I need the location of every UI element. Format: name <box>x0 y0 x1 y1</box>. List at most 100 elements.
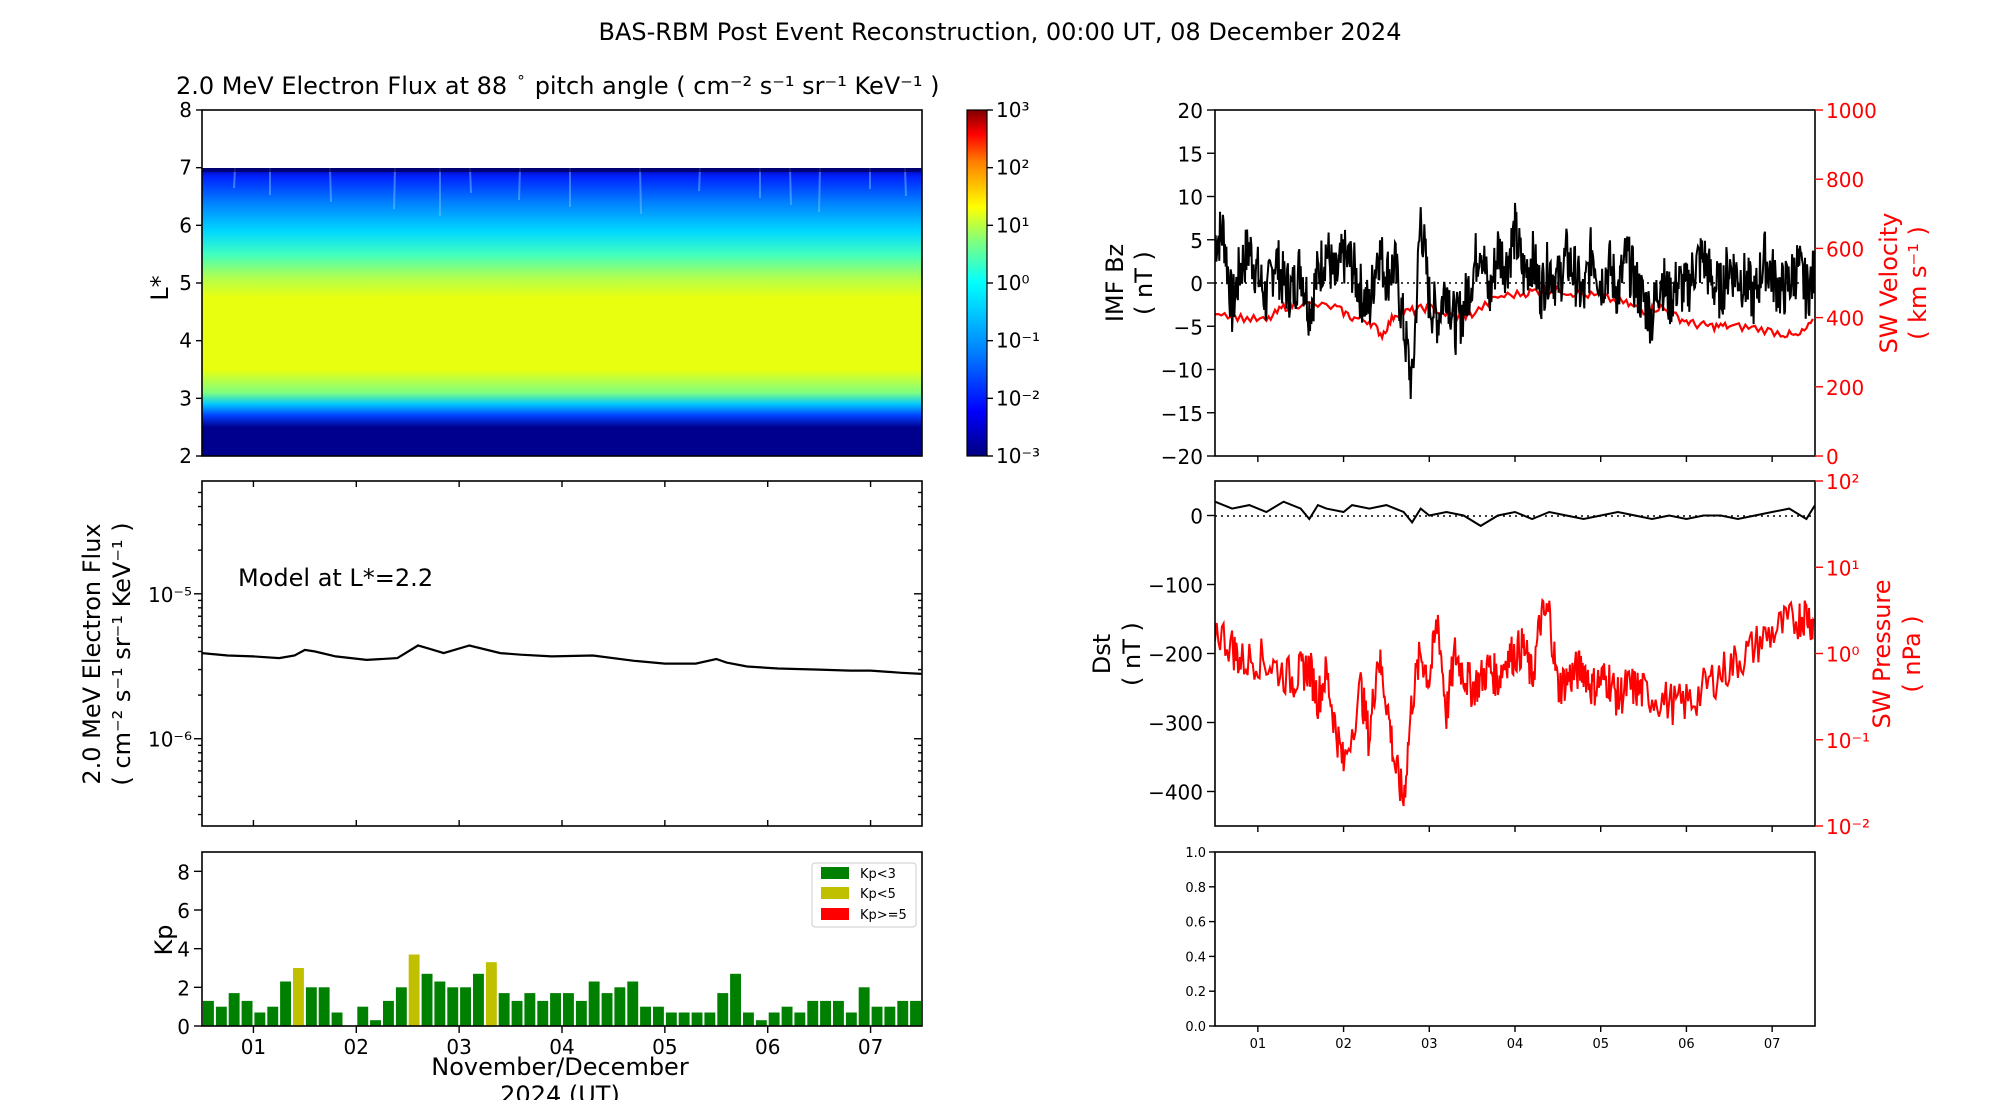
empty-panel: 0.0 0.2 0.4 0.6 0.8 1.0 01 02 03 04 05 06 07 <box>1185 846 1816 1052</box>
sw-velocity-ylabel-2: ( km s⁻¹ ) <box>1904 226 1932 340</box>
kp-ytick-label: 0 <box>177 1015 190 1039</box>
figure-title: BAS-RBM Post Event Reconstruction, 00:00… <box>599 18 1402 46</box>
heatmap-streak <box>393 167 396 210</box>
bz-ylabel-1: IMF Bz <box>1101 244 1129 322</box>
flux-ylabel-2: ( cm⁻² s⁻¹ sr⁻¹ KeV⁻¹ ) <box>108 522 136 785</box>
colorbar-tick-label: 10¹ <box>996 213 1029 237</box>
heatmap-streak <box>518 167 521 201</box>
kp-bar <box>254 1012 266 1026</box>
bz-ytick-label: 15 <box>1178 142 1203 166</box>
kp-bar <box>653 1006 664 1026</box>
imf-sw-panel: 20 15 10 5 0 −5 −10 −15 −20 1000 800 600 400 200 0 IMF… <box>1101 99 1932 469</box>
sw-velocity-ytick-label: 400 <box>1826 307 1864 331</box>
empty-xtick-label: 07 <box>1764 1037 1781 1052</box>
kp-xtick-label: 05 <box>652 1035 677 1059</box>
sw-pressure-ytick-label: 10⁻² <box>1826 815 1870 839</box>
kp-bar <box>434 981 446 1026</box>
empty-xtick-label: 04 <box>1507 1037 1524 1052</box>
colorbar-tick-label: 10³ <box>996 98 1029 122</box>
kp-bar <box>640 1006 651 1026</box>
kp-bar <box>820 1000 831 1026</box>
sw-velocity-ytick-label: 0 <box>1826 445 1839 469</box>
legend-swatch-mid <box>821 887 849 899</box>
kp-bar <box>550 993 561 1026</box>
kp-xlabel-2: 2024 (UT) <box>500 1081 620 1100</box>
kp-bar <box>755 1020 767 1026</box>
sw-pressure-ytick-label: 10¹ <box>1826 556 1859 580</box>
kp-bar <box>601 993 613 1026</box>
dst-line <box>1215 500 1815 528</box>
heatmap-streak <box>789 167 792 206</box>
kp-xlabel-1: November/December <box>431 1053 689 1081</box>
legend-label-mid: Kp<5 <box>860 887 896 902</box>
kp-bar <box>331 1012 343 1026</box>
bz-ytick-label: 5 <box>1190 229 1203 253</box>
heatmap-ylabel: L* <box>146 275 174 300</box>
kp-bar <box>447 987 459 1026</box>
heatmap-streak <box>904 167 907 197</box>
kp-bar <box>910 1000 921 1026</box>
heatmap-streak <box>818 167 821 213</box>
heatmap-ytick-label: 7 <box>179 156 192 180</box>
heatmap-ytick-label: 6 <box>179 213 192 237</box>
bz-ylabel-2: ( nT ) <box>1130 251 1158 315</box>
bz-ytick-label: −15 <box>1161 402 1203 426</box>
heatmap-flux-field <box>202 168 922 456</box>
sw-velocity-ytick-label: 600 <box>1826 237 1864 261</box>
kp-bar <box>665 1012 677 1026</box>
dst-ylabel-1: Dst <box>1088 634 1116 674</box>
colorbar-tick-label: 10² <box>996 156 1029 180</box>
kp-ylabel: Kp <box>150 925 178 956</box>
sw-velocity-ytick-label: 800 <box>1826 168 1864 192</box>
colorbar-tick-label: 10⁻¹ <box>996 329 1040 353</box>
imf-bz-line <box>1215 202 1815 400</box>
kp-bar <box>768 1012 780 1026</box>
kp-bar <box>730 973 741 1026</box>
kp-bar <box>228 993 240 1026</box>
legend-label-high: Kp>=5 <box>860 908 907 923</box>
kp-bar <box>807 1000 819 1026</box>
heatmap-ytick-label: 4 <box>179 329 192 353</box>
colorbar-tick-label: 10⁰ <box>996 271 1029 295</box>
legend-swatch-low <box>821 867 849 879</box>
sw-pressure-ylabel-1: SW Pressure <box>1868 579 1896 728</box>
empty-ytick-label: 0.6 <box>1185 916 1206 931</box>
flux-heatmap-panel: 2.0 MeV Electron Flux at 88 ° pitch angle … <box>146 72 1040 468</box>
heatmap-ytick-label: 2 <box>179 444 192 468</box>
empty-ytick-label: 0.0 <box>1185 1020 1206 1035</box>
kp-ytick-label: 8 <box>177 860 190 884</box>
dst-ytick-label: −400 <box>1148 781 1203 805</box>
empty-xtick-label: 02 <box>1335 1037 1352 1052</box>
legend-label-low: Kp<3 <box>860 867 896 882</box>
kp-bar <box>627 981 639 1026</box>
kp-bar <box>781 1006 793 1026</box>
kp-xtick-label: 06 <box>755 1035 780 1059</box>
kp-bar <box>717 993 729 1026</box>
legend-swatch-high <box>821 908 849 920</box>
kp-bar <box>614 987 626 1026</box>
kp-bar <box>537 1000 549 1026</box>
heatmap-ytick-label: 8 <box>179 98 192 122</box>
kp-ytick-label: 6 <box>177 899 190 923</box>
bz-ytick-label: 10 <box>1178 186 1203 210</box>
sw-velocity-line <box>1215 283 1814 342</box>
kp-bar <box>280 981 291 1026</box>
kp-bar <box>833 1000 844 1026</box>
kp-bar <box>563 993 574 1026</box>
empty-xtick-label: 06 <box>1678 1037 1695 1052</box>
kp-bar <box>370 1020 381 1026</box>
bz-ytick-label: −10 <box>1161 359 1203 383</box>
kp-xtick-label: 07 <box>858 1035 883 1059</box>
sw-velocity-ytick-label: 1000 <box>1826 99 1877 123</box>
kp-bar <box>460 987 471 1026</box>
kp-legend: Kp<3 Kp<5 Kp>=5 <box>811 862 917 928</box>
kp-bar <box>897 1000 909 1026</box>
kp-bar <box>485 962 497 1026</box>
kp-bar <box>357 1006 369 1026</box>
dst-ytick-label: −200 <box>1148 643 1203 667</box>
sw-pressure-ytick-label: 10⁰ <box>1826 643 1859 667</box>
kp-bar <box>293 968 304 1026</box>
bz-ytick-label: 20 <box>1178 99 1203 123</box>
kp-bar <box>845 1012 857 1026</box>
kp-bar <box>794 1012 806 1026</box>
